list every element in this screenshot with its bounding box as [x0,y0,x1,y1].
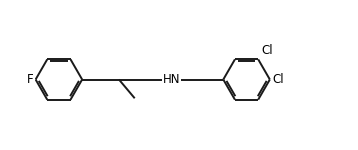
Text: Cl: Cl [273,73,285,86]
Text: F: F [27,73,34,86]
Text: Cl: Cl [261,44,273,57]
Text: HN: HN [163,73,180,86]
